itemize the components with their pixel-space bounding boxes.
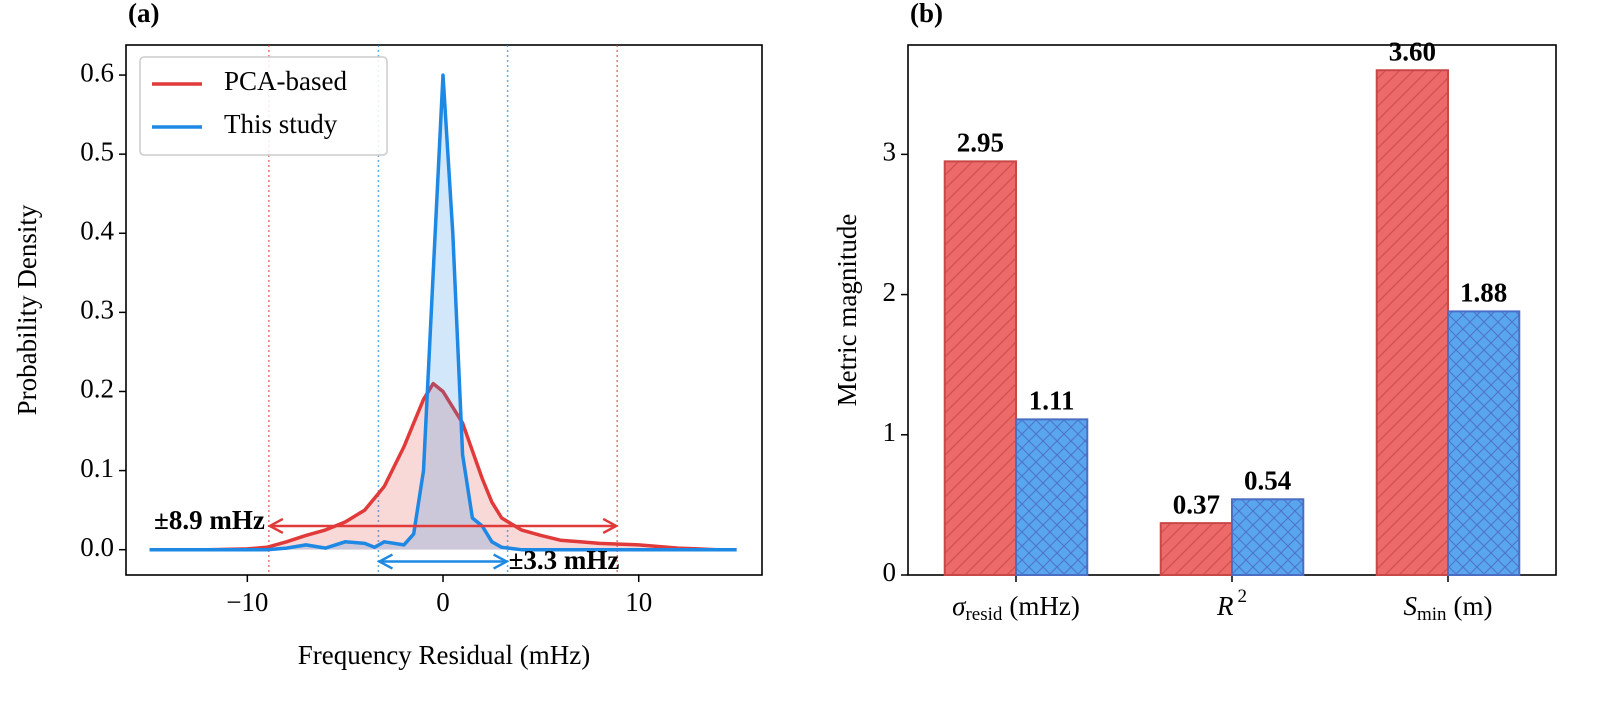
value-label: 1.88 [1460,278,1507,308]
arrow-head [493,553,510,570]
y-tick-label: 0.0 [80,532,114,562]
value-label: 1.11 [1029,386,1075,416]
bar-hatch [1232,499,1304,575]
label-subscript: min [1417,604,1447,625]
bar-hatch [1160,523,1232,575]
arrow-head [376,553,394,570]
label-superscript: 2 [1238,586,1248,607]
label-symbol: S [1403,591,1417,621]
x-tick-label: 0 [436,587,450,617]
label-subscript: resid [965,604,1002,625]
y-tick-label: 0.1 [80,453,114,483]
bar-hatch [944,161,1016,575]
value-label: 0.54 [1244,465,1291,495]
bar-hatch [1376,70,1448,575]
label-unit: (mHz) [1009,591,1079,621]
value-label: 2.95 [957,128,1004,158]
y-tick-label: 0.2 [80,374,114,404]
bar-hatch [1448,311,1520,575]
y-axis-label: Probability Density [12,204,42,415]
y-tick-label: 0 [883,557,897,587]
label-unit: (m) [1454,591,1493,621]
value-label: 3.60 [1389,36,1436,66]
x-tick-label: −10 [226,587,268,617]
plot-frame [125,44,763,576]
range-label: ±8.9 mHz [154,505,265,535]
label-symbol: R [1216,591,1234,621]
x-tick-label: σresid (mHz) [952,591,1080,625]
y-tick-label: 0.6 [80,57,114,87]
value-label: 0.37 [1173,489,1220,519]
x-tick-label: Smin (m) [1403,591,1492,625]
density-line [149,73,737,552]
density-area [149,75,737,550]
x-axis-label: Frequency Residual (mHz) [298,640,590,670]
y-tick-label: 1 [883,417,897,447]
legend-label: PCA-based [224,66,347,96]
range-label: ±3.3 mHz [509,545,620,575]
y-tick-label: 0.5 [80,136,114,166]
label-symbol: σ [952,591,967,621]
arrow-head [602,517,619,535]
panel-title: (a) [128,0,159,28]
panel-title: (b) [910,0,943,28]
density-area [149,383,737,550]
density-line [149,381,737,552]
y-axis-label: Metric magnitude [832,214,862,407]
legend-label: This study [224,109,338,139]
y-tick-label: 3 [883,137,897,167]
y-tick-label: 0.3 [80,295,114,325]
y-tick-label: 2 [883,277,897,307]
arrow-head [267,517,284,535]
y-tick-label: 0.4 [80,215,114,245]
bar-hatch [1016,419,1088,575]
legend-box [139,56,388,156]
x-tick-label: 10 [625,587,652,617]
